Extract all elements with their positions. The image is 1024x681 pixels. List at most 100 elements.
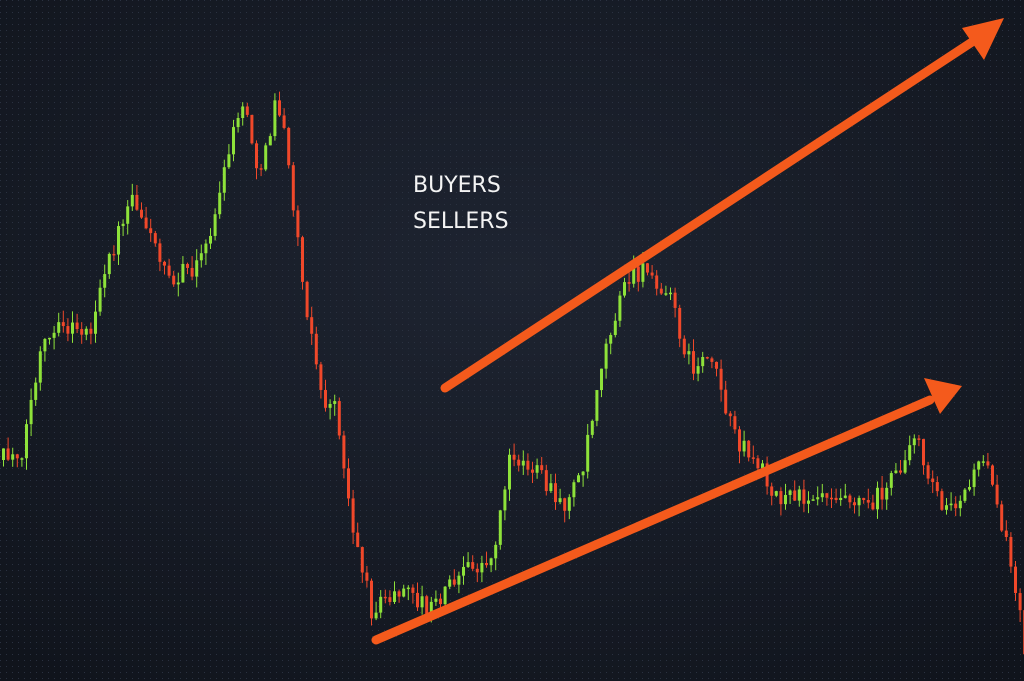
candle-body — [241, 106, 245, 119]
candle-body — [797, 489, 801, 501]
candle-body — [61, 322, 65, 327]
candle-body — [117, 226, 120, 255]
candle-body — [922, 439, 925, 466]
candle-body — [554, 483, 557, 503]
candle-body — [526, 460, 530, 470]
candle-body — [393, 591, 396, 602]
candle-body — [195, 260, 199, 277]
candle-body — [126, 206, 130, 224]
candle-body — [715, 361, 718, 369]
candle-body — [650, 272, 654, 276]
candle-body — [328, 403, 332, 408]
candle-body — [480, 562, 484, 573]
candle-body — [876, 487, 879, 510]
candle-body — [885, 487, 889, 500]
candle-body — [770, 486, 774, 496]
candle-body — [958, 500, 962, 509]
candle-body — [540, 465, 544, 471]
candle-body — [11, 454, 15, 460]
candle-body — [250, 114, 254, 144]
candle-body — [825, 493, 829, 498]
candle-body — [75, 322, 79, 330]
candle-body — [508, 454, 511, 490]
candle-body — [388, 597, 392, 602]
candle-body — [866, 499, 870, 503]
candle-body — [558, 498, 562, 503]
candle-body — [291, 165, 295, 211]
candle-body — [848, 495, 852, 503]
candle-body — [466, 562, 470, 567]
candle-body — [209, 235, 212, 244]
candle-body — [103, 274, 107, 288]
candle-body — [186, 263, 189, 268]
candle-body — [107, 253, 111, 275]
candle-body — [747, 440, 751, 458]
candle-body — [820, 493, 824, 498]
candle-body — [1009, 536, 1013, 567]
arrow-shaft — [371, 395, 935, 645]
candle-body — [682, 338, 686, 355]
candle-body — [190, 267, 194, 277]
candle-body — [751, 457, 755, 459]
candle-body — [337, 401, 341, 436]
candle-body — [204, 243, 208, 254]
candle-body — [857, 497, 861, 506]
candle-body — [379, 596, 383, 613]
candle-body — [986, 461, 990, 466]
candle-body — [57, 322, 61, 333]
arrow-shaft — [440, 37, 977, 393]
candle-body — [264, 145, 268, 170]
candle-body — [443, 586, 447, 605]
candle-body — [475, 568, 479, 573]
candle-body — [705, 357, 709, 359]
candle-body — [347, 468, 350, 499]
candle-body — [572, 482, 576, 498]
candle-body — [862, 497, 866, 500]
candle-body — [144, 217, 148, 229]
candle-body — [439, 598, 442, 605]
candle-body — [222, 167, 226, 193]
candle-body — [981, 461, 985, 463]
candle-body — [963, 489, 967, 501]
candle-body — [314, 333, 318, 365]
candle-body — [995, 484, 999, 505]
candle-body — [563, 498, 567, 511]
candle-body — [733, 416, 737, 430]
candle-body — [245, 106, 249, 115]
candle-body — [871, 502, 875, 510]
candle-body — [609, 335, 613, 344]
arrow-head — [962, 18, 1004, 60]
candle-body — [503, 489, 507, 511]
candle-body — [701, 357, 705, 367]
candle-body — [94, 311, 97, 334]
candle-body — [807, 500, 810, 504]
candle-body — [112, 253, 116, 256]
candle-body — [370, 580, 373, 619]
candle-body — [636, 266, 640, 282]
candle-body — [889, 473, 893, 488]
candle-body — [761, 463, 764, 469]
candle-body — [544, 470, 548, 492]
candle-body — [926, 465, 930, 479]
candle-body — [627, 282, 631, 284]
candle-body — [448, 579, 452, 587]
candle-body — [310, 317, 314, 334]
candle-body — [374, 612, 378, 619]
candle-body — [1004, 530, 1008, 537]
candle-body — [1018, 593, 1022, 611]
candle-body — [655, 275, 659, 289]
candle-body — [774, 491, 778, 496]
candle-body — [489, 558, 493, 566]
candle-body — [130, 194, 134, 207]
candle-body — [181, 263, 185, 283]
candle-body — [830, 497, 833, 500]
candle-body — [646, 263, 649, 273]
candle-body — [471, 562, 475, 569]
candle-body — [535, 465, 539, 473]
candle-body — [342, 435, 346, 469]
candle-body — [140, 209, 143, 218]
candle-body — [931, 478, 935, 483]
candle-body — [163, 261, 166, 266]
candle-body — [121, 223, 125, 227]
